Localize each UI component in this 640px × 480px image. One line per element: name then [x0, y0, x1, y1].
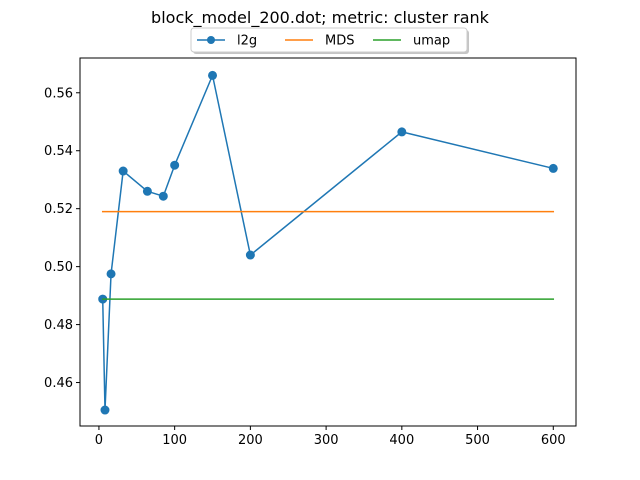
- data-point-l2g: [118, 166, 128, 176]
- x-tick-label: 500: [465, 433, 490, 448]
- y-tick-label: 0.48: [44, 318, 73, 333]
- data-point-l2g: [100, 405, 110, 415]
- data-point-l2g: [142, 186, 152, 196]
- x-tick-label: 0: [95, 433, 103, 448]
- data-point-l2g: [548, 163, 558, 173]
- x-tick-label: 600: [541, 433, 566, 448]
- y-tick-label: 0.46: [44, 376, 73, 391]
- y-tick-label: 0.50: [44, 260, 73, 275]
- data-point-l2g: [208, 70, 218, 80]
- axes: 0 100 200 300 400 500 600 0.46 0.48 0.50 0.52 0.54 0…: [44, 57, 577, 448]
- plot-area: [98, 70, 558, 415]
- data-point-l2g: [170, 160, 180, 170]
- data-point-l2g: [397, 127, 407, 137]
- legend-box: [190, 27, 468, 53]
- x-tick-label: 200: [238, 433, 263, 448]
- y-tick-label: 0.52: [44, 202, 73, 217]
- data-point-l2g: [106, 269, 116, 279]
- chart-title: block_model_200.dot; metric: cluster ran…: [151, 8, 490, 28]
- legend-label-umap: umap: [413, 34, 450, 49]
- x-tick-label: 300: [314, 433, 339, 448]
- x-tick-label: 100: [162, 433, 187, 448]
- data-point-l2g: [245, 250, 255, 260]
- y-tick-label: 0.54: [44, 144, 73, 159]
- legend-label-l2g: l2g: [237, 34, 257, 49]
- series-line-l2g: [101, 74, 555, 411]
- x-tick-label: 400: [389, 433, 414, 448]
- y-tick-label: 0.56: [44, 86, 73, 101]
- data-point-l2g: [158, 191, 168, 201]
- legend-label-mds: MDS: [325, 34, 354, 49]
- legend-marker-l2g: [207, 36, 215, 44]
- legend: l2g MDS umap: [190, 27, 469, 54]
- plot-frame: [79, 57, 577, 427]
